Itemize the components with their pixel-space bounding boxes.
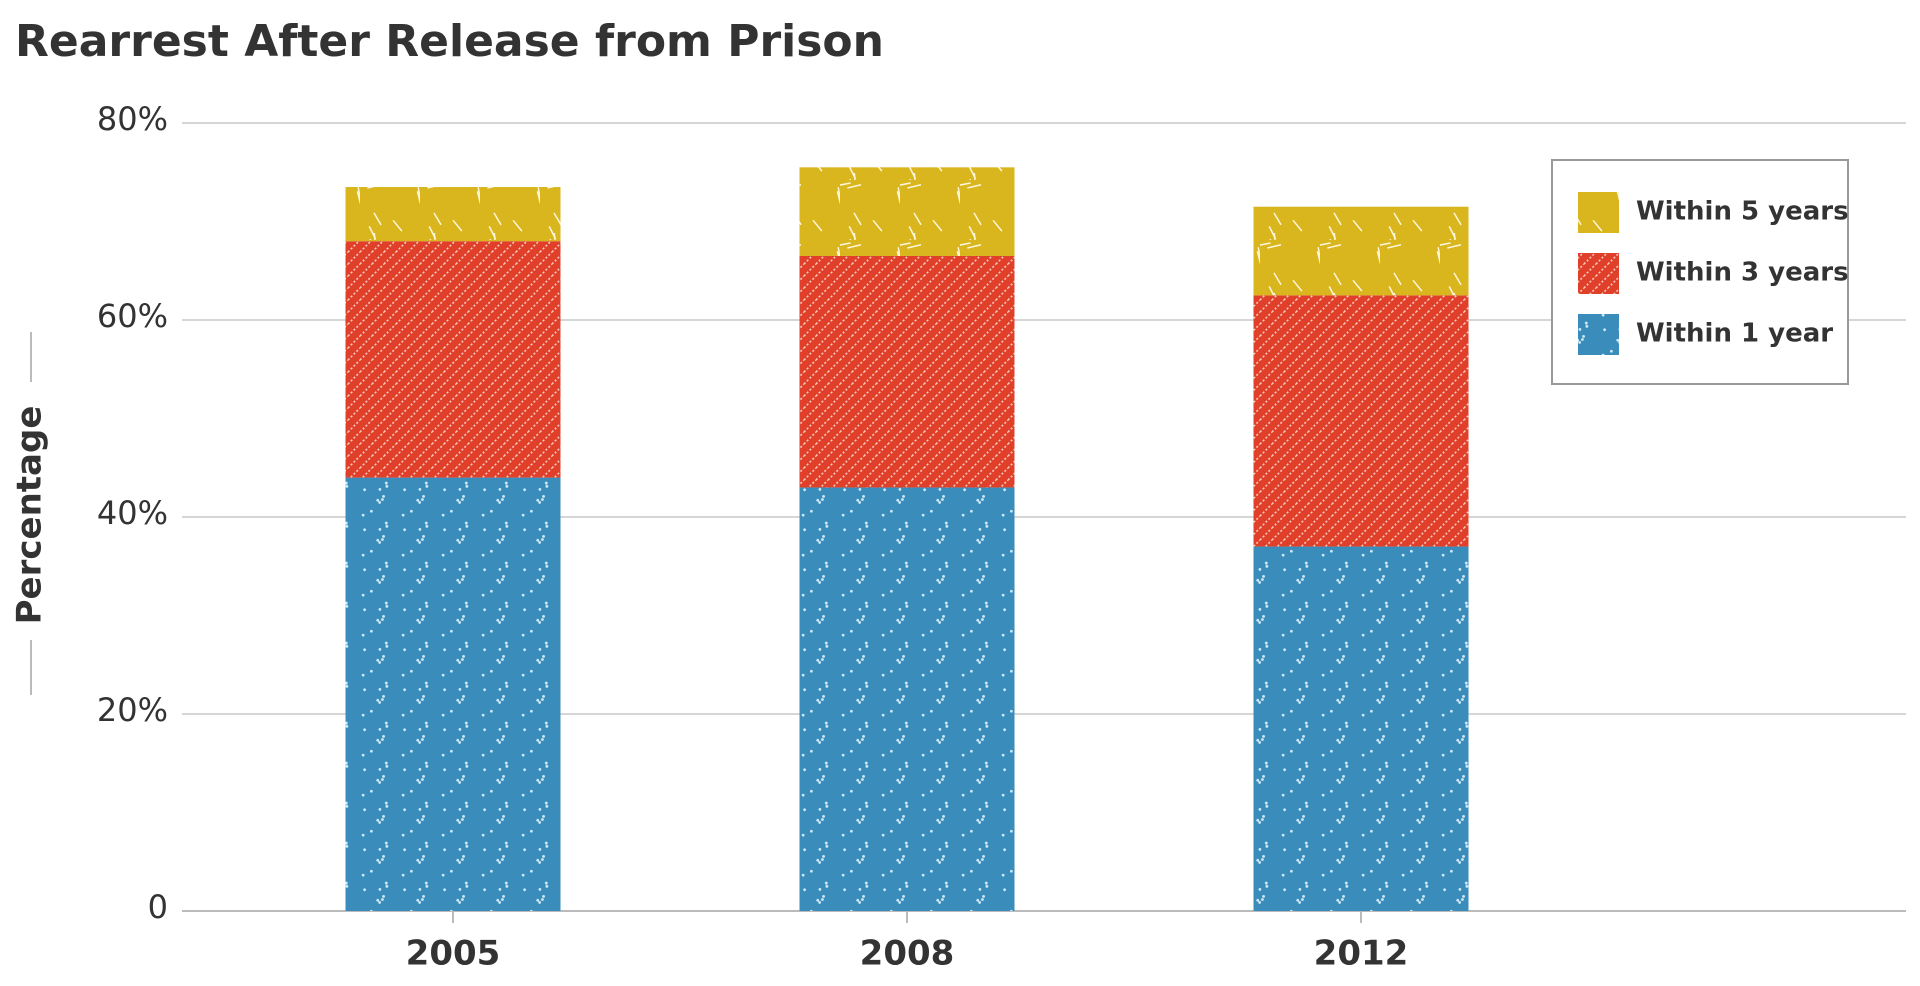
chart-title: Rearrest After Release from Prison <box>15 16 884 67</box>
legend-swatch <box>1578 192 1619 233</box>
legend-label: Within 1 year <box>1636 319 1833 349</box>
bar-segment <box>1253 546 1469 911</box>
y-tick-label: 80% <box>97 100 168 138</box>
legend-swatch <box>1578 314 1619 355</box>
y-axis-label: Percentage <box>10 406 50 625</box>
bar-segment <box>799 255 1015 488</box>
y-tick-label: 60% <box>97 297 168 335</box>
y-tick-label: 40% <box>97 494 168 532</box>
y-tick-label: 20% <box>97 691 168 729</box>
bar-segment <box>1253 206 1469 296</box>
bar-segment <box>1253 295 1469 547</box>
bar-segment <box>345 187 561 242</box>
legend-label: Within 5 years <box>1636 197 1849 227</box>
x-tick-label: 2012 <box>1314 934 1409 974</box>
x-tick-label: 2008 <box>860 934 955 974</box>
bar-segment <box>345 477 561 911</box>
legend-swatch <box>1578 253 1619 294</box>
bar-segment <box>345 241 561 478</box>
legend-label: Within 3 years <box>1636 258 1849 288</box>
y-tick-label: 0 <box>148 888 168 926</box>
bar-segment <box>799 487 1015 911</box>
x-tick-label: 2005 <box>406 934 501 974</box>
bar-segment <box>799 167 1015 256</box>
